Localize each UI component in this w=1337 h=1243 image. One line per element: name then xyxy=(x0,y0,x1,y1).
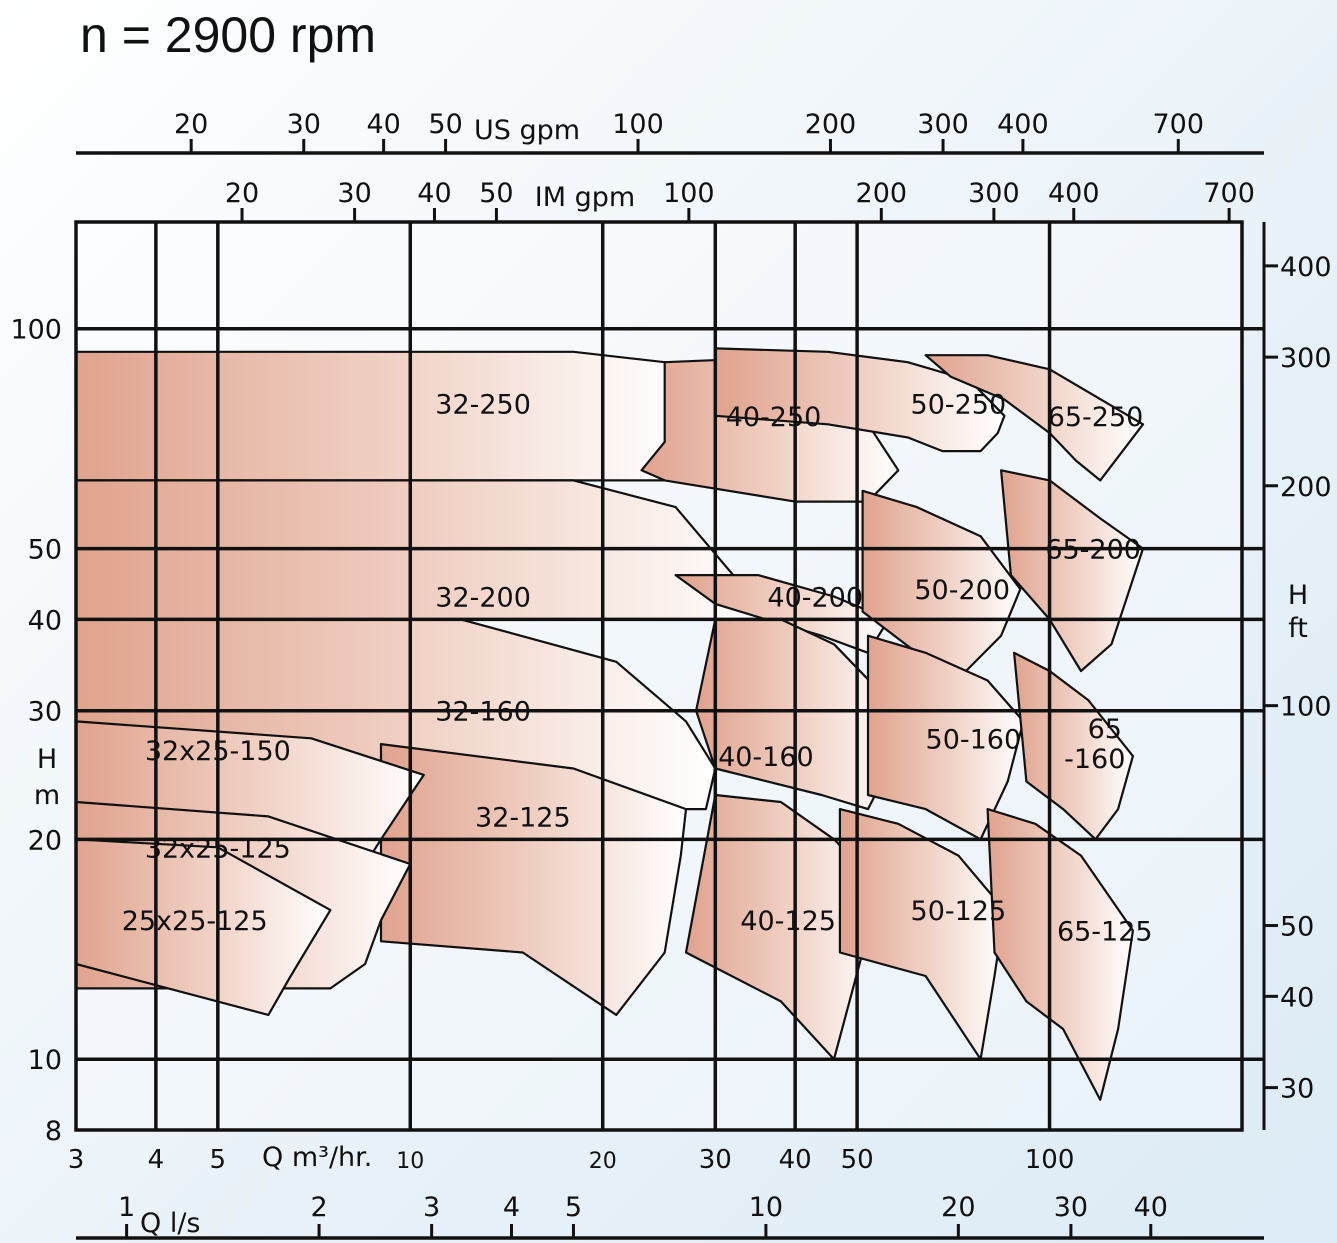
y-axis-letter-h: H xyxy=(37,744,57,775)
x-tick-label-4: 4 xyxy=(148,1145,165,1175)
pump-label-32x25-125: 32x25-125 xyxy=(145,833,291,864)
pump-label-50-160: 50-160 xyxy=(926,724,1022,755)
pump-label-40-125: 40-125 xyxy=(740,906,836,937)
right-tick-label-100: 100 xyxy=(1280,692,1332,723)
right-tick-label-50: 50 xyxy=(1280,912,1314,943)
ls-axis-label: Q l/s xyxy=(140,1208,201,1239)
pump-area-65-160 xyxy=(1012,651,1135,841)
im-gpm-tick-label-20: 20 xyxy=(225,178,259,209)
y-tick-label-50: 50 xyxy=(28,535,62,566)
us-gpm-tick-label-30: 30 xyxy=(287,109,321,140)
ls-tick-label-30: 30 xyxy=(1054,1192,1088,1223)
ls-tick-label-3: 3 xyxy=(423,1192,440,1223)
im-gpm-tick-label-40: 40 xyxy=(417,178,451,209)
im-gpm-tick-label-300: 300 xyxy=(968,178,1020,209)
right-tick-label-40: 40 xyxy=(1280,982,1314,1013)
im-gpm-tick-label-100: 100 xyxy=(663,178,715,209)
pump-labels: 32-250 32-200 32-160 32-125 32x25-150 32x25-1… xyxy=(122,390,1153,948)
y-tick-label-8: 8 xyxy=(45,1116,62,1147)
chart-title: n = 2900 rpm xyxy=(80,7,377,63)
plot-frame xyxy=(74,220,1244,1132)
im-gpm-tick-label-50: 50 xyxy=(479,178,513,209)
x-tick-label-30: 30 xyxy=(699,1145,732,1175)
x-tick-label-3: 3 xyxy=(68,1145,85,1175)
us-gpm-tick-label-200: 200 xyxy=(805,109,857,140)
y-tick-label-20: 20 xyxy=(28,825,62,856)
pump-label-32-250: 32-250 xyxy=(435,390,531,421)
pump-area-50-200 xyxy=(861,489,1022,673)
x-axis-label: Q m³/hr. xyxy=(262,1142,372,1173)
im-gpm-tick-label-30: 30 xyxy=(337,178,371,209)
ls-tick-label-4: 4 xyxy=(503,1192,520,1223)
us-gpm-tick-label-700: 700 xyxy=(1153,109,1205,140)
pump-area-32-125 xyxy=(379,742,688,1017)
pump-label-32-160: 32-160 xyxy=(435,697,531,728)
pump-area-32-250 xyxy=(74,350,677,482)
pump-label-40-250: 40-250 xyxy=(726,402,822,433)
pump-label-40-200: 40-200 xyxy=(767,582,863,613)
axes: 3 4 5 10 20 30 40 50 100 Q m³/hr. 8 10 20 30 40 50 100 Hm… xyxy=(10,109,1332,1240)
pump-label-40-160: 40-160 xyxy=(718,742,814,773)
pump-label-50-125: 50-125 xyxy=(911,896,1007,927)
us-gpm-tick-label-20: 20 xyxy=(174,109,208,140)
im-gpm-tick-label-200: 200 xyxy=(856,178,908,209)
pump-label-32-125: 32-125 xyxy=(475,802,571,833)
pump-area-50-250 xyxy=(714,347,1006,453)
us-gpm-tick-label-300: 300 xyxy=(917,109,969,140)
pump-label-25x25-125: 25x25-125 xyxy=(122,906,268,937)
pump-label-65-200: 65-200 xyxy=(1045,535,1141,566)
x-tick-label-20: 20 xyxy=(589,1149,617,1174)
y-tick-label-100: 100 xyxy=(10,315,62,346)
us-gpm-tick-label-400: 400 xyxy=(997,109,1049,140)
x-tick-label-40: 40 xyxy=(779,1145,812,1175)
pump-label-50-250: 50-250 xyxy=(911,390,1007,421)
y-tick-label-10: 10 xyxy=(28,1045,62,1076)
grid-lines xyxy=(74,220,1266,1132)
pump-area-50-160 xyxy=(866,634,1025,841)
us-gpm-tick-label-100: 100 xyxy=(612,109,664,140)
us-gpm-tick-label-50: 50 xyxy=(428,109,462,140)
y-axis-letter-m: m xyxy=(34,780,60,811)
right-tick-label-400: 400 xyxy=(1280,252,1332,283)
us-gpm-label: US gpm xyxy=(474,115,580,146)
y-tick-label-30: 30 xyxy=(28,697,62,728)
pump-label-65-160: 65 -160 xyxy=(1064,714,1125,775)
right-tick-label-30: 30 xyxy=(1280,1074,1314,1105)
right-axis-letter-h: H xyxy=(1288,580,1308,611)
im-gpm-label: IM gpm xyxy=(535,182,635,213)
pump-label-50-200: 50-200 xyxy=(914,575,1010,606)
x-tick-label-5: 5 xyxy=(210,1145,227,1175)
ls-tick-label-10: 10 xyxy=(749,1192,783,1223)
x-tick-label-50: 50 xyxy=(841,1145,874,1175)
x-tick-label-100: 100 xyxy=(1025,1145,1075,1175)
us-gpm-tick-label-40: 40 xyxy=(366,109,400,140)
pump-label-32x25-150: 32x25-150 xyxy=(145,736,291,767)
pump-label-32-200: 32-200 xyxy=(435,582,531,613)
pump-area-65-250 xyxy=(924,354,1145,482)
ls-tick-label-5: 5 xyxy=(565,1192,582,1223)
im-gpm-tick-label-700: 700 xyxy=(1203,178,1255,209)
pump-areas xyxy=(74,347,1145,1101)
pump-label-65-250: 65-250 xyxy=(1048,402,1144,433)
ls-tick-label-20: 20 xyxy=(941,1192,975,1223)
right-axis-letter-ft: ft xyxy=(1288,613,1308,644)
x-tick-label-10: 10 xyxy=(396,1149,424,1174)
im-gpm-tick-label-400: 400 xyxy=(1048,178,1100,209)
ls-tick-label-40: 40 xyxy=(1134,1192,1168,1223)
pump-label-65-125: 65-125 xyxy=(1057,917,1153,948)
ls-tick-label-1: 1 xyxy=(118,1192,135,1223)
ls-tick-label-2: 2 xyxy=(310,1192,327,1223)
right-tick-label-300: 300 xyxy=(1280,343,1332,374)
pump-area-50-125 xyxy=(838,807,1006,1061)
y-tick-label-40: 40 xyxy=(28,605,62,636)
right-tick-label-200: 200 xyxy=(1280,472,1332,503)
